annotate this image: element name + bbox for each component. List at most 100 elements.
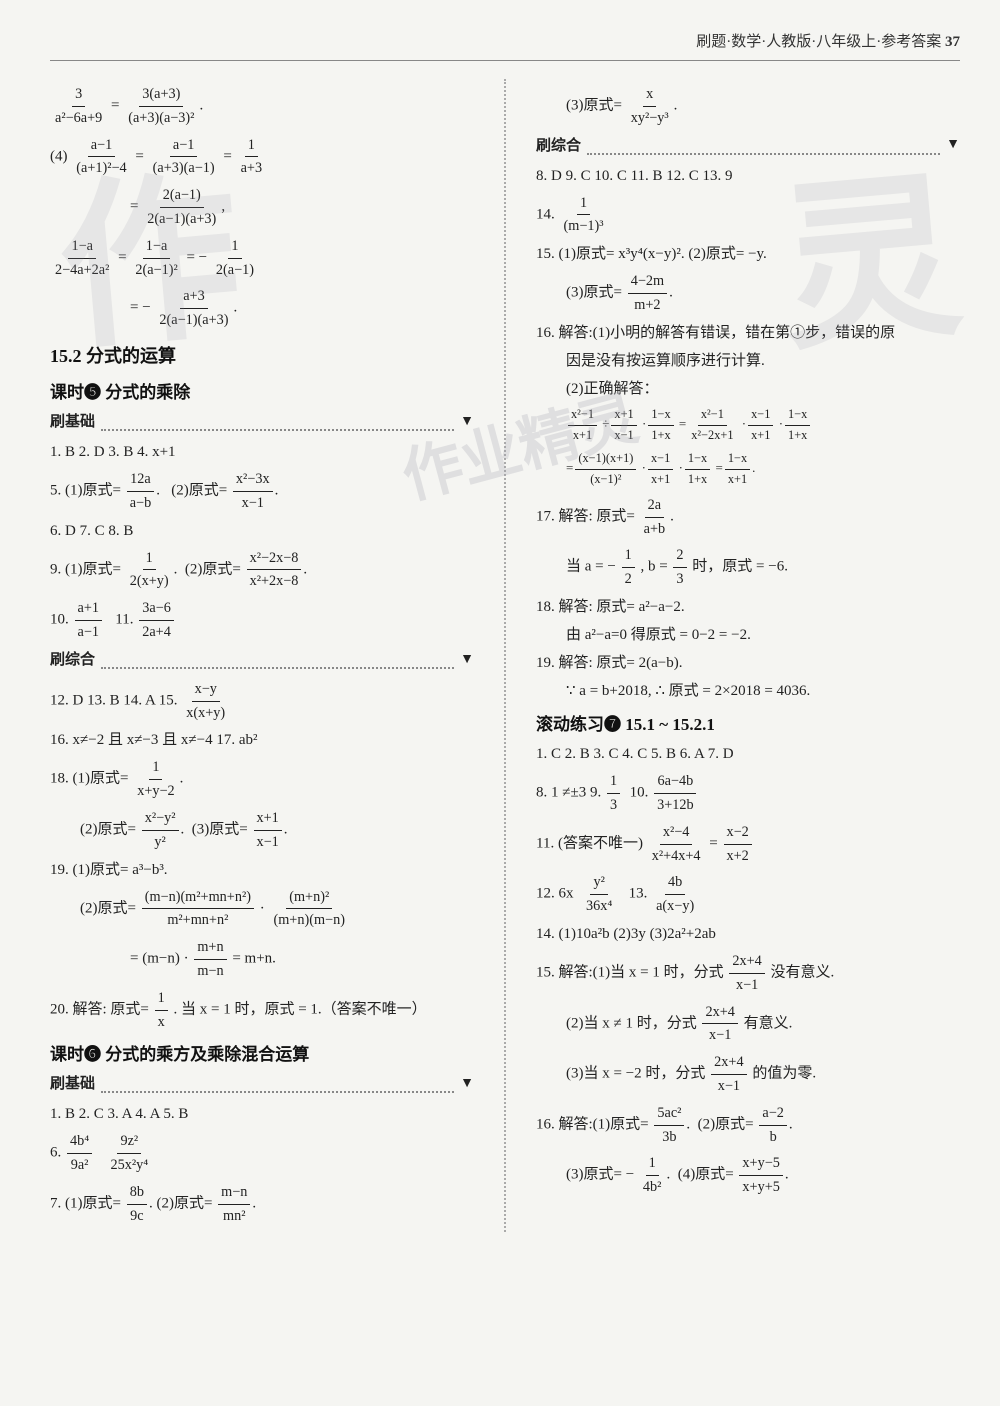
t: 1−x: [648, 405, 673, 426]
equation: 15. 解答:(1)当 x = 1 时，分式 2x+4x−1 没有意义.: [536, 950, 960, 997]
t: 16. 解答:(1)原式=: [536, 1116, 649, 1132]
equation: 1−a2−4a+2a² = 1−a2(a−1)² = − 12(a−1): [50, 235, 474, 282]
t: , b =: [640, 559, 667, 575]
text: ∵ a = b+2018, ∴ 原式 = 2×2018 = 4036.: [536, 679, 960, 703]
t: 5.: [50, 483, 61, 499]
t: 1−x: [785, 405, 810, 426]
t: a+b: [641, 518, 669, 541]
t: x+1: [725, 470, 750, 490]
t: x−1: [648, 449, 673, 470]
t: 12. D 13. B 14. A 15.: [50, 692, 178, 708]
t: 12a: [127, 468, 154, 492]
equation: (3)当 x = −2 时，分式 2x+4x−1 的值为零.: [536, 1051, 960, 1098]
t: (2)原式=: [698, 1116, 754, 1132]
t: (x−1)²: [587, 470, 624, 490]
t: 25x²y⁴: [107, 1154, 151, 1177]
equation: 16. 解答:(1)原式= 5ac²3b. (2)原式= a−2b.: [536, 1102, 960, 1149]
t: 14.: [536, 206, 555, 222]
page-number: 37: [945, 34, 960, 50]
t: 1+x: [648, 426, 673, 446]
equation: 15. (1)原式= x³y⁴(x−y)². (2)原式= −y.: [536, 242, 960, 266]
t: 1: [607, 770, 620, 794]
t: (x−1)(x+1): [575, 449, 636, 470]
t: m−n: [194, 960, 226, 983]
t: = (m−n) ·: [130, 951, 189, 967]
t: x+y−2: [134, 780, 177, 803]
equation: =(x−1)(x+1)(x−1)² ·x−1x+1 ·1−x1+x =1−xx+…: [536, 449, 960, 490]
t: 1−a: [68, 235, 96, 259]
t: a−2: [759, 1102, 787, 1126]
category-row: 刷基础▼: [50, 410, 474, 434]
t: xy²−y³: [628, 107, 672, 130]
equation: 18. (1)原式= 1x+y−2.: [50, 756, 474, 803]
equation: (3)原式= xxy²−y³.: [536, 83, 960, 130]
t: x+1: [570, 426, 595, 446]
t: 19.: [50, 862, 69, 878]
equation: 10. a+1a−1 11. 3a−62a+4: [50, 597, 474, 644]
t: 36x⁴: [583, 895, 615, 918]
t: x−1: [239, 492, 267, 515]
t: 15.: [536, 246, 555, 262]
category-row: 刷综合▼: [536, 134, 960, 158]
equation: = 2(a−1)2(a−1)(a+3),: [50, 184, 474, 231]
t: (2)原式=: [156, 1196, 212, 1212]
t: x+1: [611, 405, 636, 426]
t: 5ac²: [654, 1102, 684, 1126]
t: (3)当 x = −2 时，分式: [566, 1066, 705, 1082]
t: 4b²: [640, 1176, 665, 1199]
t: 11.: [115, 612, 133, 628]
t: (4): [50, 148, 68, 164]
t: 刷综合: [50, 648, 95, 672]
t: 2(x+y): [127, 570, 172, 593]
content-columns: 3a²−6a+9 = 3(a+3)(a+3)(a−3)². (4) a−1(a+…: [50, 79, 960, 1232]
t: 6.: [50, 1145, 61, 1161]
t: 10.: [50, 612, 69, 628]
t: 2a: [645, 494, 664, 518]
t: 2(a−1): [213, 259, 257, 282]
t: m²+mn+n²: [164, 909, 231, 932]
t: (1)原式=: [65, 483, 121, 499]
t: x+y+5: [739, 1176, 782, 1199]
t: x−2: [724, 821, 752, 845]
text: 18. 解答: 原式= a²−a−2.: [536, 595, 960, 619]
t: 2(a−1)²: [132, 259, 180, 282]
t: 18.: [50, 771, 69, 787]
t: a²−6a+9: [52, 107, 105, 130]
t: 2: [622, 568, 635, 591]
t: x+2: [724, 845, 752, 868]
t: 3+12b: [654, 794, 697, 817]
t: 没有意义.: [771, 965, 835, 981]
t: (2)原式=: [185, 561, 241, 577]
t: a+3: [180, 285, 208, 309]
t: x²−1: [568, 405, 597, 426]
text: (2)正确解答：: [536, 377, 960, 401]
section-title: 15.2 分式的运算: [50, 342, 474, 371]
answers: 16. x≠−2 且 x≠−3 且 x≠−4 17. ab²: [50, 728, 474, 752]
t: 1: [155, 987, 168, 1011]
text: 由 a²−a=0 得原式 = 0−2 = −2.: [536, 623, 960, 647]
t: 8. 1 ≠±3 9.: [536, 785, 601, 801]
t: x−1: [254, 831, 282, 854]
t: x−1: [748, 405, 773, 426]
header-text: 刷题·数学·人教版·八年级上·参考答案: [696, 34, 941, 50]
t: . 当 x = 1 时，原式 = 1.（答案不唯一）: [174, 1001, 427, 1017]
t: (3)原式= −: [566, 1167, 634, 1183]
t: 2x+4: [729, 950, 764, 974]
equation: 17. 解答: 原式= 2aa+b.: [536, 494, 960, 541]
equation: 12. 6x y²36x⁴ 13. 4ba(x−y): [536, 871, 960, 918]
t: (3)原式=: [566, 285, 622, 301]
t: (4)原式=: [678, 1167, 734, 1183]
t: 9.: [50, 561, 61, 577]
t: mn²: [220, 1205, 248, 1228]
t: a+3: [238, 157, 266, 180]
answers: 1. B 2. D 3. B 4. x+1: [50, 440, 474, 464]
t: x: [155, 1011, 168, 1034]
t: (1)原式= a³−b³.: [73, 862, 168, 878]
t: 9a²: [68, 1154, 92, 1177]
t: = m+n.: [232, 951, 276, 967]
equation: 5. (1)原式= 12aa−b. (2)原式= x²−3xx−1.: [50, 468, 474, 515]
equation: 当 a = − 12 , b = 23 时，原式 = −6.: [536, 544, 960, 591]
lesson-title: 滚动练习❼ 15.1 ~ 15.2.1: [536, 711, 960, 738]
equation: 11. (答案不唯一) x²−4x²+4x+4 = x−2x+2: [536, 821, 960, 868]
t: x²−4: [660, 821, 693, 845]
